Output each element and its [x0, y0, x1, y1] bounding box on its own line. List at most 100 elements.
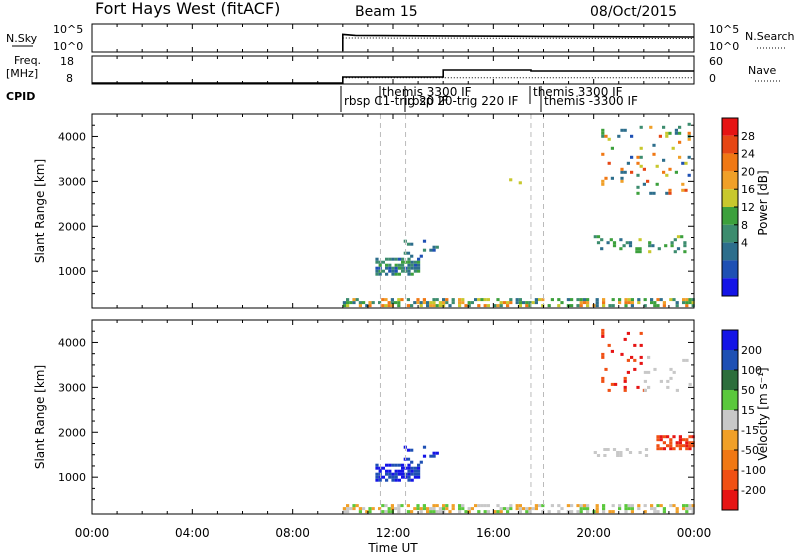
range-gate-cell — [362, 301, 366, 305]
range-gate-cell — [410, 260, 414, 264]
range-gate-cell — [593, 235, 597, 239]
range-gate-cell — [602, 507, 606, 511]
range-gate-cell — [607, 161, 611, 165]
range-gate-cell — [346, 507, 350, 511]
range-gate-cell — [410, 304, 414, 308]
range-gate-cell — [600, 247, 604, 251]
range-gate-cell — [499, 510, 503, 514]
range-gate-cell — [384, 504, 388, 508]
range-gate-cell — [682, 438, 686, 442]
power-panel: 1000 2000 3000 4000 Slant Range [km] — [33, 113, 695, 309]
range-gate-cell — [688, 444, 692, 448]
range-gate-cell — [410, 263, 414, 267]
range-gate-cell — [342, 510, 346, 514]
range-gate-cell — [619, 247, 623, 251]
colorbar-swatch — [722, 189, 738, 207]
range-gate-cell — [401, 266, 405, 270]
range-gate-cell — [448, 510, 452, 514]
range-gate-cell — [656, 444, 660, 448]
range-gate-cell — [416, 507, 420, 511]
range-gate-cell — [636, 161, 640, 165]
range-gate-cell — [397, 266, 401, 270]
colorbar-tick-label: -15 — [741, 424, 759, 437]
range-gate-cell — [445, 504, 449, 508]
range-gate-cell — [618, 301, 622, 305]
range-gate-cell — [655, 164, 659, 168]
range-gate-cell — [656, 298, 660, 302]
velocity-dashed-lines — [379, 320, 544, 514]
freq-label: Freq. — [14, 54, 41, 67]
colorbar-swatch — [722, 330, 738, 350]
range-gate-cell — [691, 504, 695, 508]
colorbar-tick-label: 28 — [741, 130, 755, 143]
range-gate-cell — [378, 263, 382, 267]
range-gate-cell — [429, 454, 433, 458]
range-gate-cell — [381, 466, 385, 470]
range-gate-cell — [406, 504, 410, 508]
range-gate-cell — [669, 438, 673, 442]
range-gate-cell — [499, 304, 503, 308]
range-gate-cell — [401, 269, 405, 273]
range-gate-cell — [483, 510, 487, 514]
range-gate-cell — [416, 504, 420, 508]
range-gate-cell — [635, 247, 639, 251]
range-gate-cell — [662, 158, 666, 162]
range-gate-cell — [515, 504, 519, 508]
range-gate-cell — [675, 507, 679, 511]
nsky-left-tick-top: 10^5 — [53, 23, 83, 36]
range-gate-cell — [445, 507, 449, 511]
range-gate-cell — [388, 263, 392, 267]
range-gate-cell — [381, 510, 385, 514]
power-y-axis-label: Slant Range [km] — [33, 159, 47, 263]
range-gate-cell — [407, 463, 411, 467]
range-gate-cell — [688, 382, 692, 386]
cpid-label: CPID — [6, 90, 35, 103]
range-gate-cell — [603, 448, 607, 451]
cpid-entry: themis 3300 IF — [382, 85, 472, 99]
range-gate-cell — [639, 355, 643, 359]
range-gate-cell — [391, 472, 395, 476]
range-gate-cell — [525, 304, 529, 308]
range-gate-cell — [648, 244, 652, 248]
range-gate-cell — [390, 507, 394, 511]
range-gate-cell — [639, 331, 643, 335]
range-gate-cell — [669, 504, 673, 508]
range-gate-cell — [342, 304, 346, 308]
range-gate-cell — [638, 247, 642, 251]
range-gate-cell — [623, 385, 627, 389]
range-gate-cell — [413, 266, 417, 270]
range-gate-cell — [582, 298, 586, 302]
range-gate-cell — [684, 188, 688, 192]
range-gate-cell — [422, 239, 427, 243]
range-gate-cell — [349, 301, 353, 305]
range-gate-cell — [682, 301, 686, 305]
range-gate-cell — [595, 298, 599, 302]
range-gate-cell — [394, 472, 398, 476]
range-gate-cell — [518, 301, 522, 305]
range-gate-cell — [682, 298, 686, 302]
range-gate-cell — [639, 361, 643, 365]
range-gate-cell — [346, 304, 350, 308]
range-gate-cell — [630, 298, 634, 302]
range-gate-cell — [467, 301, 471, 305]
range-gate-cell — [387, 510, 391, 514]
range-gate-cell — [467, 507, 471, 511]
range-gate-cell — [659, 438, 663, 442]
nave-label: Nave — [748, 64, 776, 77]
nsky-right-tick-top: 10^5 — [709, 23, 739, 36]
range-gate-cell — [620, 128, 624, 132]
range-gate-cell — [381, 260, 385, 264]
range-gate-cell — [432, 510, 436, 514]
range-gate-cell — [610, 349, 614, 353]
range-gate-cell — [566, 298, 570, 302]
y-tick-label: 1000 — [58, 265, 86, 278]
colorbar-swatch — [722, 171, 738, 190]
range-gate-cell — [442, 504, 446, 508]
range-gate-cell — [419, 507, 423, 511]
range-gate-cell — [397, 504, 401, 508]
range-gate-cell — [397, 463, 401, 467]
range-gate-cell — [506, 301, 510, 305]
colorbar-tick-label: 100 — [741, 364, 762, 377]
range-gate-cell — [375, 257, 379, 261]
range-gate-cell — [633, 343, 637, 347]
